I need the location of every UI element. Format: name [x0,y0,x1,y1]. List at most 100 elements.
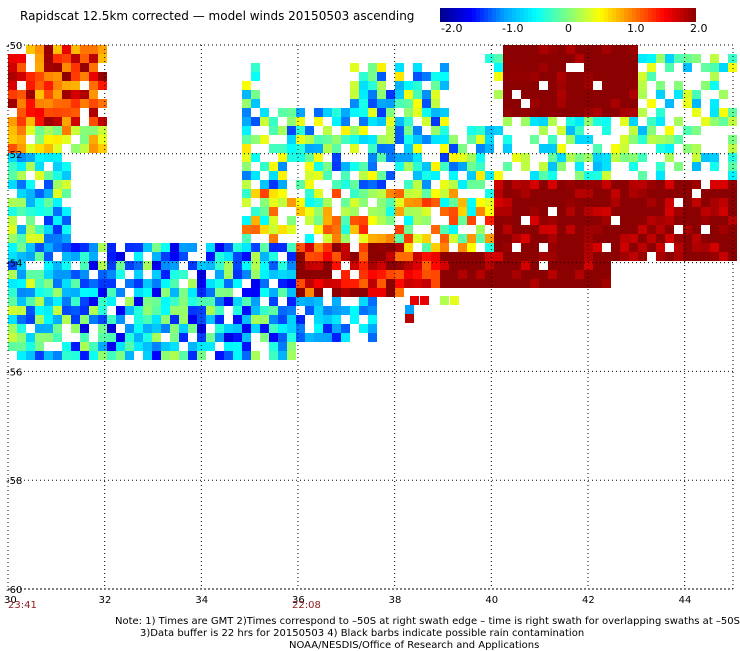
wind-cell [17,99,26,108]
wind-cell [62,72,71,81]
wind-cell [35,351,44,360]
wind-cell [584,135,593,144]
wind-cell [404,126,413,135]
wind-cell [629,180,638,189]
wind-cell [647,216,656,225]
colorbar-segment [516,8,520,22]
wind-cell [125,333,134,342]
wind-cell [80,252,89,261]
wind-cell [647,126,656,135]
wind-cell [296,144,305,153]
wind-cell [512,270,521,279]
wind-cell [170,270,179,279]
wind-cell [422,234,431,243]
wind-cell [719,207,728,216]
wind-cell [494,180,503,189]
wind-cell [593,162,602,171]
wind-cell [377,288,386,297]
wind-cell [728,207,737,216]
wind-cell [647,180,656,189]
wind-cell [134,297,143,306]
wind-cell [242,153,251,162]
wind-cell [107,315,116,324]
wind-cell [611,225,620,234]
wind-cell [629,45,638,54]
wind-cell [125,342,134,351]
wind-cell [26,288,35,297]
wind-cell [143,288,152,297]
wind-cell [8,126,17,135]
wind-cell [503,261,512,270]
wind-cell [89,117,98,126]
wind-cell [584,198,593,207]
wind-cell [71,306,80,315]
wind-cell [404,189,413,198]
wind-cell [485,243,494,252]
wind-cell [674,90,683,99]
wind-cell [377,261,386,270]
wind-cell [728,117,737,126]
wind-cell [332,234,341,243]
wind-cell [440,252,449,261]
colorbar-segment [444,8,448,22]
wind-cell [35,315,44,324]
wind-cell [197,306,206,315]
colorbar-segment [532,8,536,22]
colorbar-segment [572,8,576,22]
wind-cell [314,288,323,297]
wind-cell [512,225,521,234]
wind-cell [494,90,503,99]
wind-cell [584,279,593,288]
wind-cell [539,90,548,99]
wind-cell [287,333,296,342]
wind-cell [692,99,701,108]
wind-cell [620,144,629,153]
wind-cell [179,243,188,252]
wind-cell [89,126,98,135]
wind-cell [242,306,251,315]
wind-cell [80,63,89,72]
wind-cell [611,90,620,99]
wind-cell [530,63,539,72]
wind-cell [179,315,188,324]
wind-cell [593,45,602,54]
wind-cell [8,144,17,153]
wind-cell [215,324,224,333]
wind-cell [431,225,440,234]
wind-cell [530,261,539,270]
wind-cell [341,243,350,252]
wind-cell [503,108,512,117]
wind-cell [584,90,593,99]
wind-cell [386,189,395,198]
wind-cell [26,342,35,351]
wind-cell [395,126,404,135]
wind-cell [449,279,458,288]
wind-cell [269,180,278,189]
wind-cell [341,180,350,189]
wind-cell [611,45,620,54]
wind-cell [503,81,512,90]
wind-cell [701,243,710,252]
wind-cell [476,234,485,243]
wind-cell [530,108,539,117]
wind-cell [521,117,530,126]
wind-cell [503,117,512,126]
wind-cell [242,90,251,99]
wind-cell [692,216,701,225]
colorbar-segment [612,8,616,22]
wind-cell [521,72,530,81]
wind-cell [449,252,458,261]
wind-cell [647,54,656,63]
wind-cell [557,252,566,261]
wind-cell [278,288,287,297]
wind-cell [467,243,476,252]
wind-cell [242,234,251,243]
wind-cell [395,72,404,81]
wind-cell [458,270,467,279]
lon-tick-label: 40 [485,595,498,606]
wind-cell [359,108,368,117]
wind-cell [278,171,287,180]
wind-cell [539,189,548,198]
wind-cell [341,117,350,126]
wind-cell [566,279,575,288]
